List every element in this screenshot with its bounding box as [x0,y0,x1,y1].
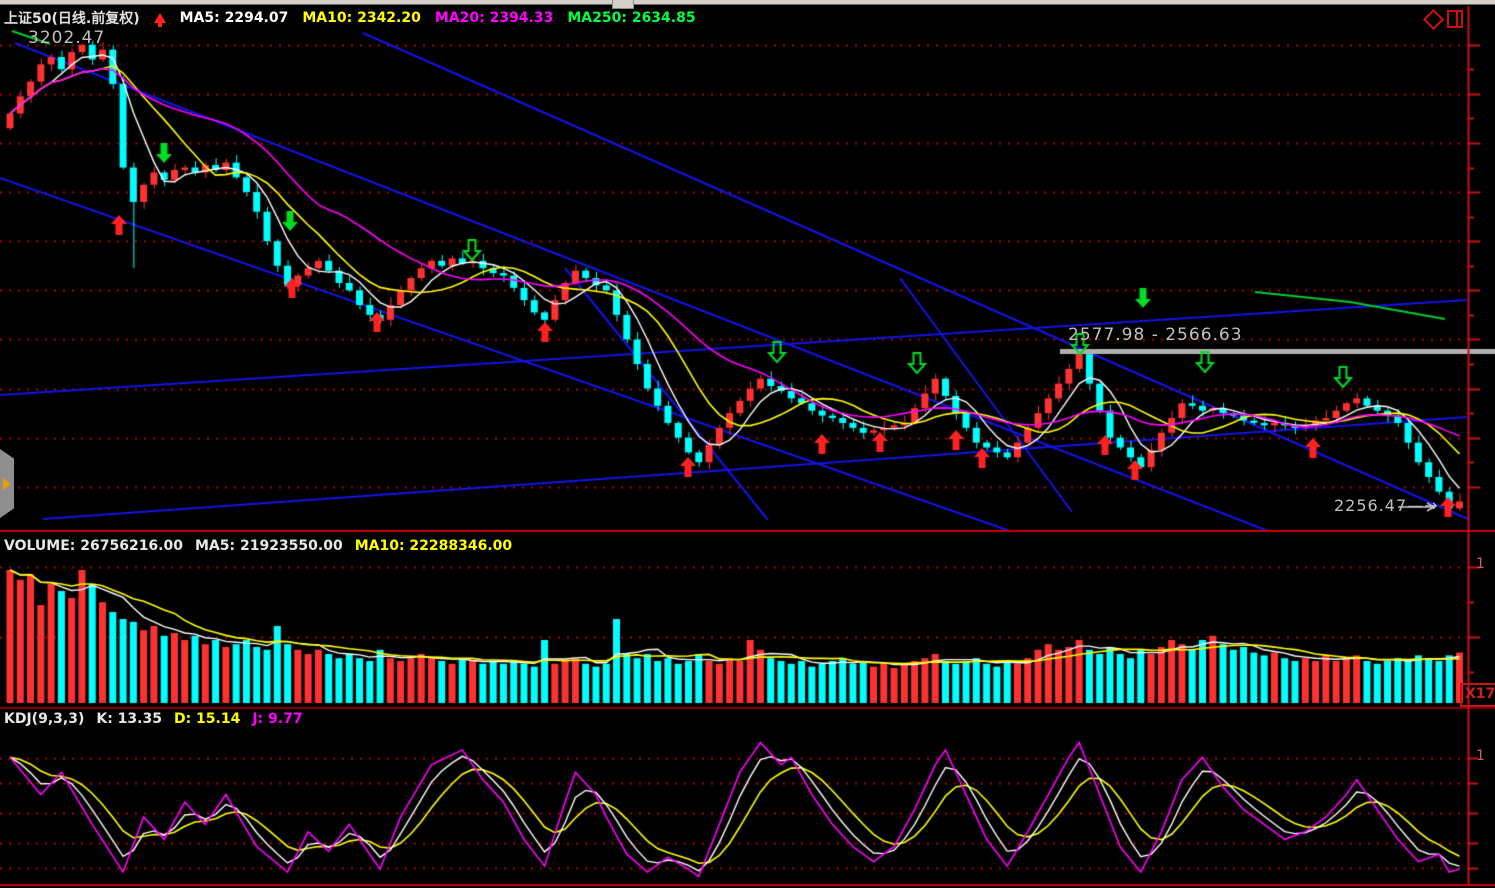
volume-axis-value: 1 [1476,556,1485,572]
up-arrow-icon [153,13,166,27]
kdj-k-label: K: 13.35 [96,711,162,727]
chart-header: 上证50(日线.前复权) MA5: 2294.07 MA10: 2342.20 … [4,8,696,28]
last-price-label: 2256.47—→ [1334,496,1439,515]
range-price-label: 2577.98 - 2566.63 [1068,325,1243,345]
high-price-label: 3202.47 [28,28,106,48]
ma5-value-label: MA5: 2294.07 [179,10,289,26]
kdj-panel-title: KDJ(9,3,3) K: 13.35 D: 15.14 J: 9.77 [4,711,303,727]
kdj-d-label: D: 15.14 [173,711,241,727]
volume-value-label: VOLUME: 26756216.00 [4,538,183,554]
ma250-value-label: MA250: 2634.85 [567,10,696,26]
split-window-icon[interactable] [1447,10,1463,28]
split-window-icon-cell [1449,12,1459,26]
window-controls [1422,8,1463,30]
kdj-name-label: KDJ(9,3,3) [4,711,85,727]
ma20-value-label: MA20: 2394.33 [434,10,554,26]
kdj-axis-value: 1 [1476,748,1485,764]
right-arrow-icon [3,477,11,490]
window-top-strip [0,0,1495,5]
kdj-j-label: J: 9.77 [252,711,303,727]
diamond-icon[interactable] [1422,8,1445,30]
volume-ma10-label: MA10: 22288346.00 [354,538,513,554]
expand-sidebar-tab[interactable] [0,449,14,518]
window-top-notch [612,0,634,9]
zoom-scale-badge: X17 [1460,683,1495,707]
volume-panel-title: VOLUME: 26756216.00 MA5: 21923550.00 MA1… [4,538,512,554]
instrument-title: 上证50(日线.前复权) [4,11,140,27]
volume-ma5-label: MA5: 21923550.00 [194,538,343,554]
ma10-value-label: MA10: 2342.20 [302,10,421,26]
